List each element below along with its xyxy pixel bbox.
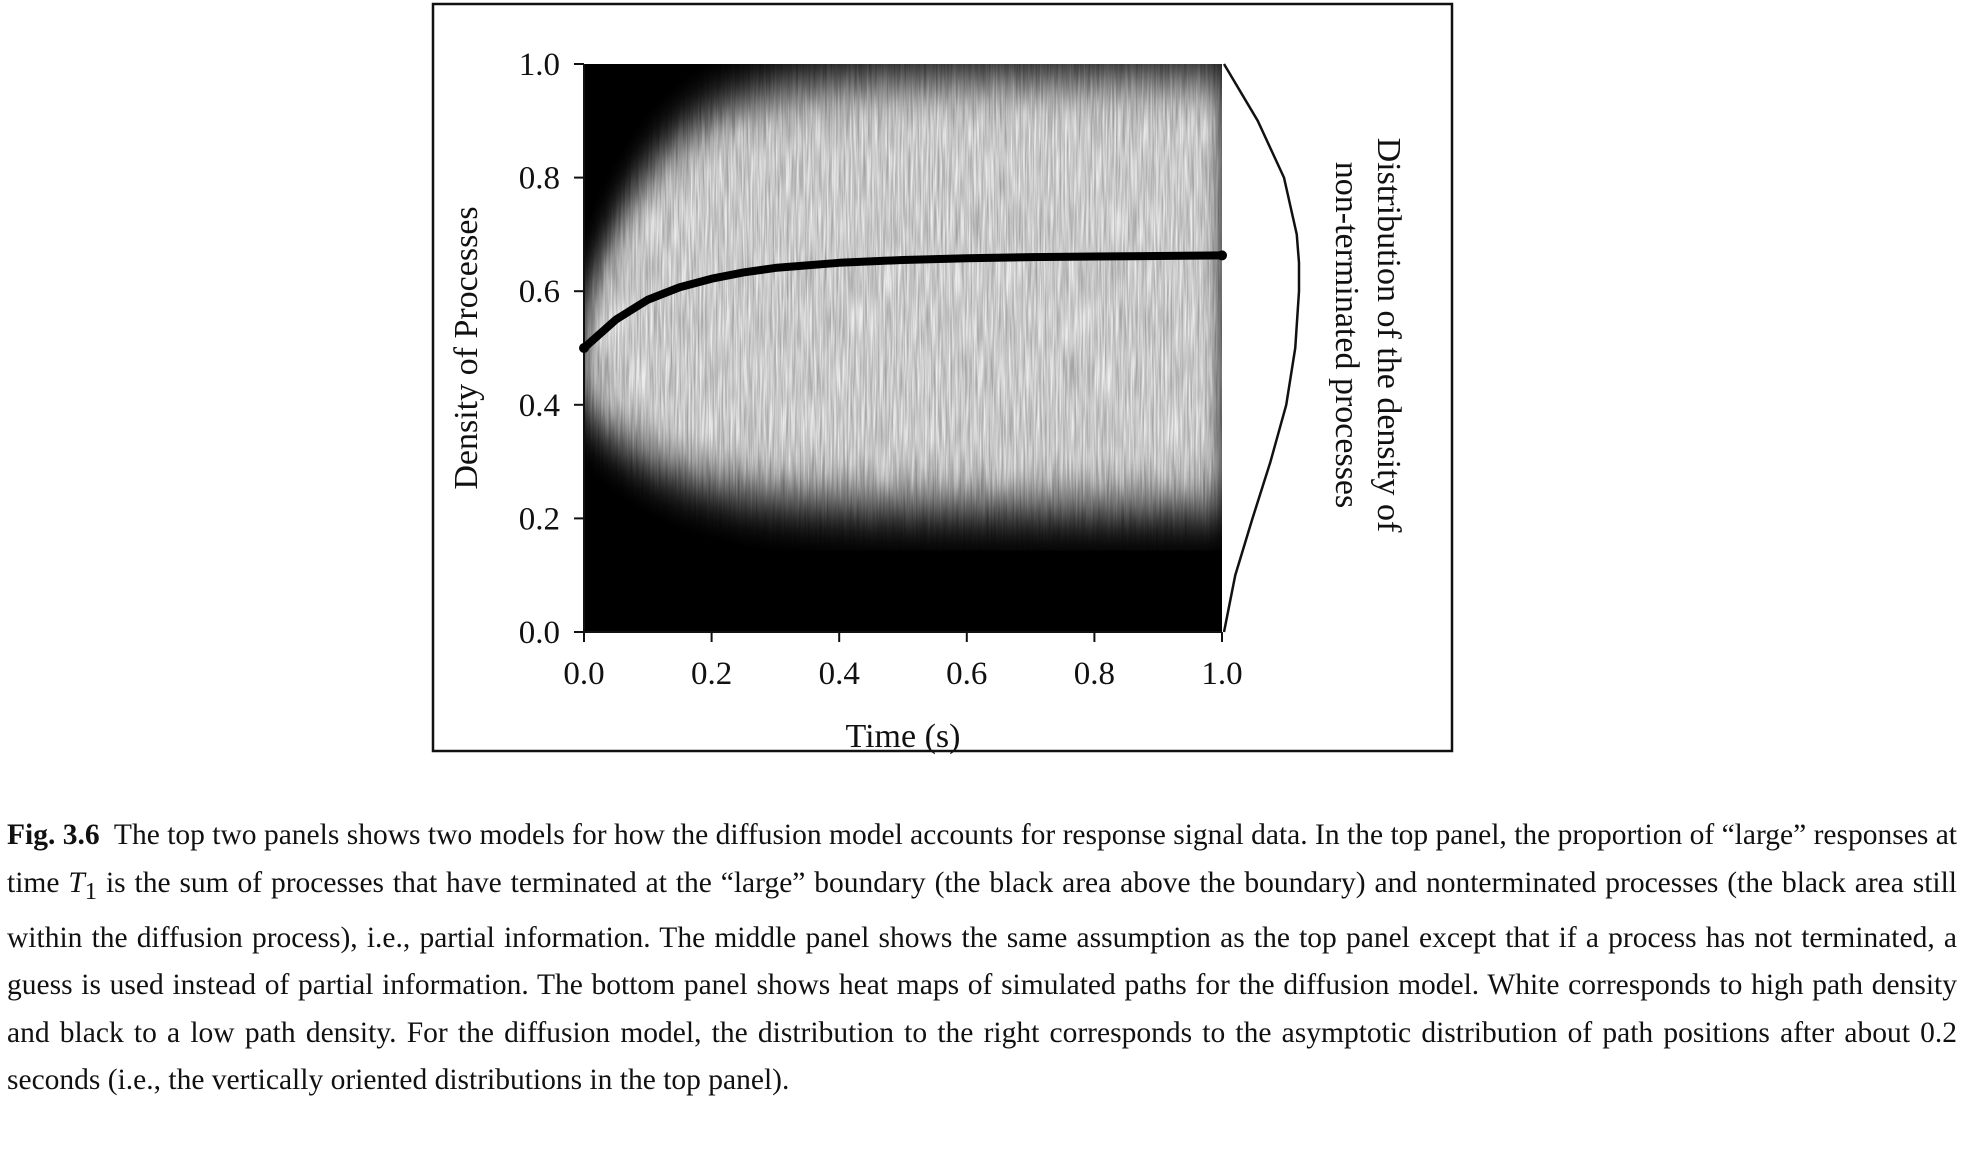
caption-text-part1: The top two panels shows two models for … bbox=[7, 819, 1957, 899]
y-tick-label: 0.0 bbox=[519, 615, 560, 651]
right-axis-title-line: Distribution of the density of bbox=[1370, 138, 1407, 533]
heatmap bbox=[584, 64, 1222, 632]
y-tick-label: 0.6 bbox=[519, 274, 560, 310]
caption-text-part2: is the sum of processes that have termin… bbox=[7, 866, 1957, 1097]
right-distribution-curve bbox=[1222, 63, 1301, 633]
heatmap-density bbox=[584, 64, 1222, 632]
figure-caption: Fig. 3.6 The top two panels shows two mo… bbox=[7, 812, 1957, 1105]
caption-symbol: T bbox=[68, 866, 85, 899]
x-tick-label: 0.0 bbox=[563, 656, 604, 692]
y-tick-label: 1.0 bbox=[519, 47, 560, 83]
mean-path-end-point bbox=[1217, 250, 1227, 261]
x-tick-label: 0.6 bbox=[946, 656, 987, 692]
x-tick-label: 0.4 bbox=[819, 656, 860, 692]
x-axis-title: Time (s) bbox=[846, 718, 961, 755]
y-tick-label: 0.8 bbox=[519, 161, 560, 197]
heatmap-noise-texture bbox=[584, 64, 1222, 632]
y-tick-label: 0.4 bbox=[519, 388, 560, 424]
mean-path-line bbox=[580, 251, 1226, 352]
right-axis-title-line: non-terminated processes bbox=[1328, 162, 1365, 509]
x-tick-label: 0.2 bbox=[691, 656, 732, 692]
right-axis-title: Distribution of the density ofnon-termin… bbox=[1328, 138, 1407, 533]
caption-figure-label: Fig. 3.6 bbox=[7, 819, 100, 851]
y-tick-label: 0.2 bbox=[519, 501, 560, 537]
caption-symbol-subscript: 1 bbox=[84, 877, 98, 905]
x-tick-label: 1.0 bbox=[1201, 656, 1242, 692]
mean-path-start-point bbox=[579, 343, 589, 353]
figure-frame bbox=[431, 2, 1454, 753]
figure-panel: 0.0 0.2 0.4 0.6 0.8 1.0 0.0 0.2 0.4 0.6 0.8 1.0 Time… bbox=[431, 2, 1454, 755]
y-axis-title: Density of Processes bbox=[448, 206, 485, 489]
x-tick-label: 0.8 bbox=[1074, 656, 1115, 692]
